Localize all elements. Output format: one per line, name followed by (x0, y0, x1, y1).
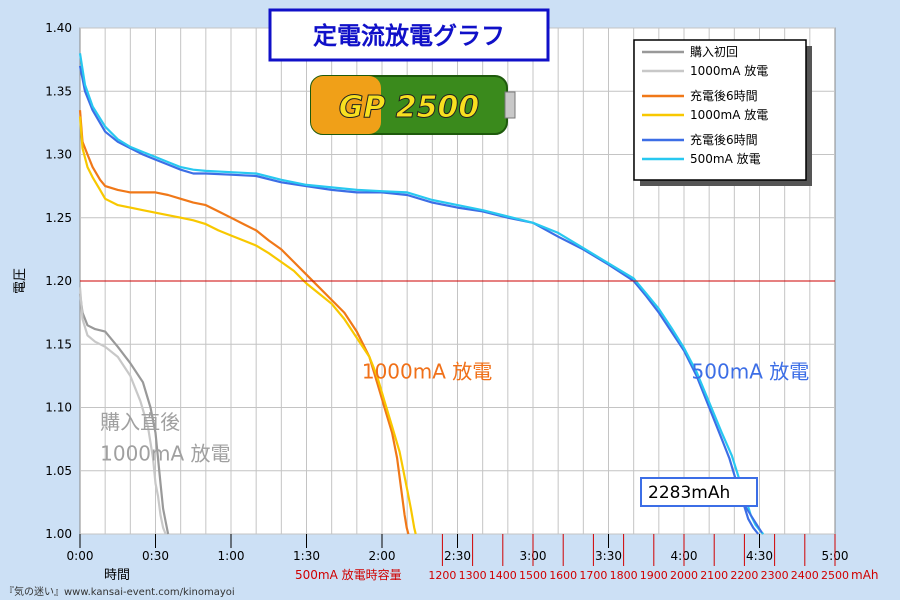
x-tick-label: 0:30 (142, 549, 169, 563)
legend-label: 1000mA 放電 (690, 63, 768, 78)
capacity-tick-label: 1900 (640, 569, 668, 582)
legend-label: 充電後6時間 (690, 132, 758, 147)
series-line-2 (78, 287, 167, 535)
x-tick-label: 2:00 (369, 549, 396, 563)
x-tick-label: 1:30 (293, 549, 320, 563)
callout-box (640, 477, 758, 507)
annotation-text: 500mA 放電 (692, 359, 810, 383)
chart-title: 定電流放電グラフ (313, 22, 505, 50)
x-tick-label: 3:30 (595, 549, 622, 563)
capacity-tick-label: 2500 (821, 569, 849, 582)
capacity-tick-label: 1500 (519, 569, 547, 582)
capacity-tick-label: 2400 (791, 569, 819, 582)
capacity-tick-label: 2300 (761, 569, 789, 582)
legend-label: 購入初回 (690, 45, 738, 59)
series-line-1 (78, 293, 170, 535)
y-tick-label: 1.35 (45, 84, 72, 98)
x-tick-label: 4:30 (746, 549, 773, 563)
y-tick-label: 1.25 (45, 211, 72, 225)
capacity-tick-label: 1800 (610, 569, 638, 582)
callout-leader (744, 505, 763, 534)
legend-label: 500mA 放電 (690, 151, 761, 166)
capacity-axis-ticks: 1200 1300 1400 1500 1600 1700 1800 1900 2000 2100… (428, 534, 849, 582)
annotation-text: 1000mA 放電 (100, 442, 230, 466)
capacity-tick-label: 1400 (489, 569, 517, 582)
annotation-text: 購入直後 (100, 410, 180, 434)
series-line-5 (78, 65, 760, 535)
annotation-text: 1000mA 放電 (362, 359, 492, 383)
logo-text: GP 2500 (339, 90, 480, 125)
x-axis-ticks: 0:00 0:30 1:00 1:30 2:00 2:30 3:00 3:30 4:00 4:30… (67, 534, 848, 563)
capacity-axis-label: 500mA 放電時容量 (295, 567, 402, 582)
y-tick-label: 1.10 (45, 401, 72, 415)
y-tick-label: 1.00 (45, 527, 72, 541)
series-line-3 (78, 110, 410, 535)
gp-logo: GP 2500 (310, 75, 516, 135)
y-tick-label: 1.20 (45, 274, 72, 288)
x-tick-label: 1:00 (218, 549, 245, 563)
capacity-callout: 2283mAh (640, 477, 763, 534)
x-tick-label: 2:30 (444, 549, 471, 563)
legend-label: 充電後6時間 (690, 88, 758, 103)
x-tick-label: 0:00 (67, 549, 94, 563)
y-tick-label: 1.15 (45, 337, 72, 351)
capacity-tick-label: 1200 (428, 569, 456, 582)
y-tick-label: 1.30 (45, 148, 72, 162)
title-box: 定電流放電グラフ (268, 8, 550, 62)
y-tick-label: 1.40 (45, 21, 72, 35)
legend-label: 1000mA 放電 (690, 107, 768, 122)
y-axis-ticks: 1.00 1.05 1.10 1.15 1.20 1.25 1.30 1.35 1.40 (45, 21, 72, 541)
series-line-4 (78, 116, 417, 535)
capacity-tick-label: 2200 (730, 569, 758, 582)
capacity-tick-label: 2000 (670, 569, 698, 582)
capacity-tick-label: 1300 (459, 569, 487, 582)
footer-credit: 『気の迷い』www.kansai-event.com/kinomayoi (4, 585, 235, 598)
callout-text: 2283mAh (648, 483, 730, 503)
capacity-tick-label: 2100 (700, 569, 728, 582)
series-line-6 (78, 53, 765, 535)
x-axis-label: 時間 (104, 568, 130, 583)
series-layer (78, 53, 765, 535)
y-tick-label: 1.05 (45, 464, 72, 478)
capacity-tick-label: 1600 (549, 569, 577, 582)
y-axis-label: 電圧 (13, 268, 28, 294)
capacity-tick-label: 1700 (579, 569, 607, 582)
capacity-unit: mAh (851, 568, 879, 582)
